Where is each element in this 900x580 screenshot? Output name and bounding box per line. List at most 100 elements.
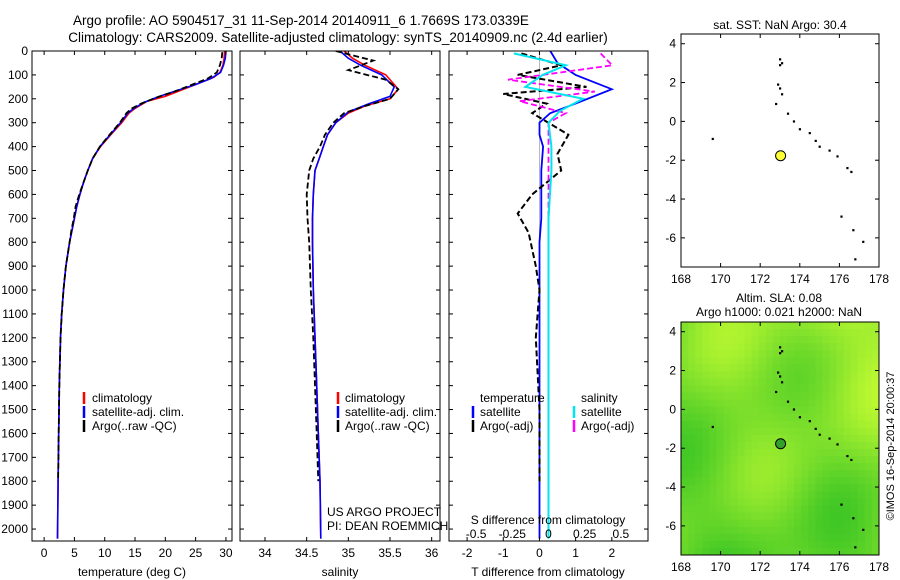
sla-cell (702, 456, 710, 464)
sla-cell (744, 413, 753, 422)
sla-cell (709, 329, 717, 337)
sla-cell (737, 435, 746, 443)
legend-label-climatology: climatology (345, 391, 405, 405)
sla-cell (808, 406, 816, 415)
coast-dot (818, 433, 821, 436)
sst-map-x-ticks: 168 170 172 174 176 178 (671, 34, 889, 286)
sla-cell (723, 350, 732, 358)
sla-cell (864, 526, 873, 535)
coast-dot (792, 120, 796, 123)
coast-dot (854, 546, 857, 549)
sla-cell (808, 427, 816, 436)
sla-cell (801, 533, 809, 542)
sla-cell (829, 378, 838, 387)
sla-cell (730, 413, 739, 422)
sla-cell (702, 413, 710, 422)
sla-cell (850, 427, 859, 436)
sla-cell (864, 498, 873, 507)
sla-cell (780, 470, 788, 478)
figure-title-line2: Climatology: CARS2009. Satellite-adjuste… (68, 30, 608, 45)
sla-cell (702, 371, 710, 380)
sla-cell (871, 526, 879, 535)
sla-cell (730, 322, 739, 330)
sla-cell (772, 456, 781, 464)
legend-label-s-satellite: satellite (581, 405, 622, 419)
sla-cell (744, 406, 753, 415)
sla-cell (829, 399, 838, 408)
sla-cell (815, 350, 824, 358)
sla-cell (716, 498, 725, 507)
sla-cell (695, 498, 703, 507)
sla-cell (723, 427, 732, 436)
temperature-panel (56, 51, 227, 539)
sla-cell (758, 547, 767, 555)
sla-cell (829, 442, 838, 450)
x-tick-label: 5 (71, 546, 78, 560)
y-tick-label: 700 (8, 211, 28, 225)
sla-cell (822, 343, 831, 351)
sla-cell (801, 463, 809, 471)
sla-cell (723, 547, 732, 555)
sla-cell (709, 371, 717, 380)
sla-cell (744, 519, 753, 528)
sla-cell (772, 547, 781, 555)
sla-cell (871, 491, 879, 500)
sla-cell (864, 371, 873, 380)
sla-cell (843, 540, 852, 549)
salinity-climatology-line (311, 51, 400, 539)
sla-cell (794, 470, 802, 478)
sla-cell (744, 456, 753, 464)
x-tick-label: 178 (869, 272, 889, 286)
sla-cell (822, 533, 831, 542)
sla-cell (765, 540, 774, 549)
sla-cell (808, 371, 816, 380)
sla-cell (723, 385, 732, 394)
sla-cell (794, 491, 802, 500)
sla-cell (702, 547, 710, 555)
sla-cell (730, 505, 739, 514)
sla-cell (815, 420, 824, 429)
sla-cell (709, 343, 717, 351)
top-tick-label: 0 (545, 527, 552, 541)
sla-cell (716, 470, 725, 478)
sla-cell (730, 477, 739, 485)
sla-cell (723, 329, 732, 337)
sla-cell (857, 442, 866, 450)
y-tick-label: 1300 (1, 355, 28, 369)
diff-temperature-satellite-line (538, 51, 615, 539)
sla-cell (737, 484, 746, 493)
sla-cell (758, 526, 767, 535)
sla-cell (737, 498, 746, 507)
temperature-argo-line (57, 52, 224, 482)
y-tick-label: 600 (8, 187, 28, 201)
coast-dot (779, 352, 782, 355)
sla-cell (794, 399, 802, 408)
sla-cell (730, 484, 739, 493)
sla-cell (843, 519, 852, 528)
sla-cell (815, 435, 824, 443)
sla-cell (744, 350, 753, 358)
sla-cell (794, 322, 802, 330)
sla-map-title-line2: Argo h1000: 0.021 h2000: NaN (696, 305, 862, 319)
sla-cell (695, 322, 703, 330)
sla-cell (765, 364, 774, 373)
sla-cell (709, 540, 717, 549)
sla-cell (815, 498, 824, 507)
sla-cell (787, 519, 795, 528)
sla-cell (688, 484, 696, 493)
sla-cell (730, 350, 739, 358)
sla-cell (822, 491, 831, 500)
sla-cell (864, 420, 873, 429)
sla-cell (864, 435, 873, 443)
sla-cell (794, 484, 802, 493)
sla-cell (772, 477, 781, 485)
y-tick-label: 1900 (1, 498, 28, 512)
coast-dot (828, 149, 831, 152)
sla-cell (709, 392, 717, 401)
salinity-xlabel: salinity (322, 565, 359, 579)
sla-cell (822, 364, 831, 373)
sla-cell (829, 526, 838, 535)
sla-cell (857, 336, 866, 344)
sla-cell (765, 420, 774, 429)
y-tick-label: 1000 (1, 283, 28, 297)
